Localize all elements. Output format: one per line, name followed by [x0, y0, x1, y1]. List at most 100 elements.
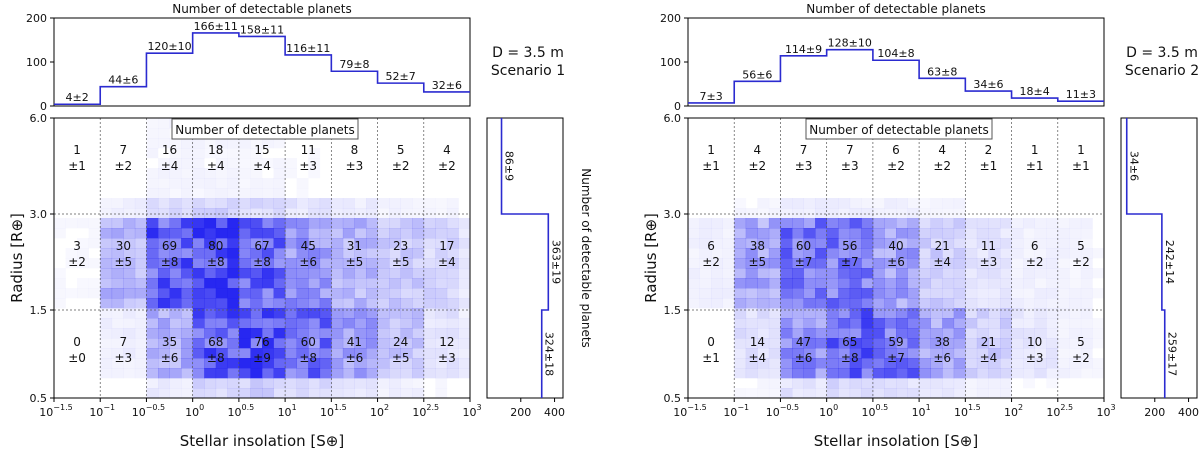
cell-count: 7: [120, 335, 128, 349]
heat-cell: [919, 358, 931, 369]
heat-cell: [111, 328, 124, 339]
heat-cell: [780, 388, 793, 399]
heat-cell: [389, 368, 401, 379]
heat-cell: [308, 308, 321, 319]
heat-cell: [907, 208, 920, 219]
panel-1: Number of detectable planets01002004±244…: [8, 2, 593, 450]
heat-cell: [711, 238, 723, 249]
heat-cell: [412, 228, 425, 239]
heat-cell: [134, 338, 147, 349]
heat-cell: [446, 308, 459, 319]
heat-cell: [1000, 388, 1012, 399]
heat-cell: [412, 198, 425, 209]
heat-cell: [423, 338, 436, 349]
heat-cell: [1057, 348, 1070, 359]
heat-cell: [227, 388, 240, 399]
top-bar-label: 4±2: [66, 91, 89, 104]
heat-cell: [308, 218, 321, 229]
heat-cell: [1034, 218, 1047, 229]
heat-cell: [123, 238, 136, 249]
heat-cell: [988, 388, 1001, 399]
heat-cell: [412, 388, 425, 399]
heat-cell: [389, 258, 401, 269]
heat-cell: [400, 378, 413, 389]
heat-cell: [446, 338, 459, 349]
heat-cell: [204, 348, 217, 359]
heat-cell: [988, 308, 1001, 319]
heat-cell: [780, 328, 793, 339]
heat-cell: [988, 318, 1001, 329]
cell-error: ±6: [299, 255, 317, 269]
heat-cell: [204, 168, 217, 179]
heat-cell: [1023, 358, 1035, 369]
cell-error: ±2: [114, 159, 132, 173]
heat-cell: [215, 218, 228, 229]
heat-cell: [250, 268, 263, 279]
heat-cell: [976, 268, 989, 279]
heat-cell: [458, 338, 471, 349]
heat-cell: [134, 348, 147, 359]
heat-cell: [953, 228, 966, 239]
heat-cell: [884, 348, 897, 359]
heat-cell: [342, 198, 355, 209]
heat-cell: [412, 328, 425, 339]
heat-cell: [1046, 278, 1059, 289]
heat-cell: [308, 358, 321, 369]
heat-cell: [181, 258, 193, 269]
heat-cell: [757, 328, 770, 339]
heat-cell: [896, 378, 908, 389]
heat-cell: [930, 318, 943, 329]
heat-cell: [423, 218, 436, 229]
heat-cell: [169, 248, 182, 259]
heat-cell: [354, 278, 367, 289]
heat-cell: [435, 318, 448, 329]
heat-cell: [377, 258, 390, 269]
heat-cell: [192, 178, 205, 189]
heat-cell: [100, 218, 113, 229]
heat-cell: [158, 168, 170, 179]
heat-cell: [757, 388, 769, 398]
heat-cell: [412, 378, 425, 389]
heat-cell: [192, 258, 205, 269]
heat-cell: [942, 248, 955, 259]
heat-cell: [988, 348, 1001, 359]
heat-cell: [1046, 228, 1059, 239]
heat-cell: [146, 238, 159, 249]
heat-cell: [146, 118, 158, 128]
heat-cell: [919, 248, 931, 259]
heat-cell: [768, 248, 781, 259]
heat-cell: [389, 328, 401, 339]
heat-cell: [734, 368, 747, 379]
heat-cell: [884, 218, 897, 229]
heat-cell: [826, 388, 839, 399]
heat-cell: [769, 198, 781, 208]
heat-cell: [930, 308, 943, 319]
heat-cell: [100, 208, 113, 219]
heat-cell: [435, 208, 447, 218]
heat-cell: [1069, 288, 1082, 299]
heat-cell: [423, 308, 436, 319]
heat-cell: [100, 308, 113, 319]
heat-cell: [907, 358, 920, 369]
heat-cell: [215, 358, 228, 369]
x-tick-exponent: 2: [384, 403, 389, 412]
heat-cell: [215, 228, 228, 239]
heat-cell: [1057, 248, 1070, 259]
heat-cell: [134, 308, 147, 319]
heat-cell: [1080, 258, 1093, 269]
heat-cell: [1023, 218, 1035, 229]
x-tick-label: 10−0.5: [132, 403, 165, 419]
heat-cell: [297, 178, 309, 188]
heat-cell: [342, 238, 355, 249]
heat-cell: [250, 378, 263, 389]
heat-cell: [169, 388, 182, 399]
heat-cell: [907, 388, 920, 399]
heat-cell: [780, 208, 793, 219]
heat-cell: [435, 308, 448, 319]
heat-cell: [446, 358, 459, 369]
heat-cell: [366, 368, 378, 379]
heat-cell: [319, 328, 332, 339]
heat-cell: [331, 288, 344, 299]
heat-cell: [435, 388, 447, 398]
heat-cell: [215, 258, 228, 269]
